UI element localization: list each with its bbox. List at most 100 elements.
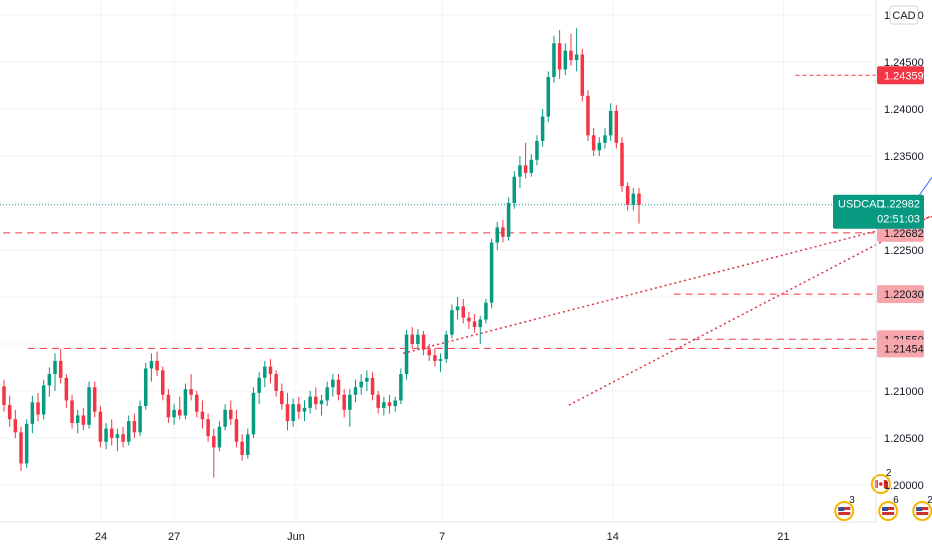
price-tick-label: 1.21000 — [884, 386, 924, 398]
candle — [297, 396, 301, 420]
candle-body — [195, 394, 199, 412]
candle-body — [149, 360, 154, 369]
candle — [143, 362, 148, 410]
candle — [552, 35, 556, 83]
event-count: 2 — [927, 495, 932, 506]
candle — [359, 374, 363, 395]
time-tick-label: Jun — [287, 531, 305, 543]
candle-body — [70, 400, 74, 423]
candle-body — [13, 419, 18, 433]
candle — [121, 426, 125, 448]
candle-body — [314, 396, 318, 405]
candle — [64, 374, 69, 408]
candle-body — [370, 377, 375, 395]
us-flag-icon[interactable]: 6 — [878, 495, 899, 521]
candle-body — [291, 404, 295, 422]
price-tick-label: 1.23500 — [884, 151, 924, 163]
us-flag-icon[interactable]: 2 — [912, 495, 932, 521]
candle — [7, 395, 12, 427]
candle-body — [206, 419, 210, 437]
candle — [399, 368, 403, 405]
candle-body — [614, 110, 619, 143]
candle-body — [461, 306, 465, 318]
level-tag-label: 1.22682 — [884, 228, 924, 240]
candle-body — [285, 404, 290, 422]
level-tag-box — [877, 285, 924, 304]
candle-body — [382, 402, 386, 408]
candle — [574, 28, 579, 72]
candle-body — [325, 387, 329, 401]
candle — [223, 404, 227, 431]
level-tag-label: 1.22030 — [884, 289, 924, 301]
candle-body — [348, 394, 352, 410]
axes — [0, 0, 877, 523]
candle — [353, 379, 358, 403]
trend-line[interactable] — [568, 179, 932, 406]
economic-events[interactable]: 23628 — [834, 468, 932, 521]
candle-body — [183, 389, 188, 416]
candle — [268, 359, 273, 384]
symbol-label: USDCAD — [838, 199, 885, 211]
candle-body — [257, 377, 261, 393]
candle — [126, 415, 131, 446]
candle — [178, 396, 182, 420]
currency-label-text: CAD — [892, 10, 915, 22]
candle — [603, 127, 607, 149]
candle-body — [19, 432, 23, 464]
candle — [246, 428, 250, 459]
candle — [546, 71, 551, 123]
candle-body — [569, 50, 573, 61]
candle — [285, 392, 290, 431]
candle — [637, 187, 641, 224]
candle-body — [450, 310, 454, 335]
us-flag-icon[interactable]: 3 — [834, 495, 855, 521]
candle — [314, 387, 318, 410]
event-count: 2 — [886, 468, 892, 479]
candle — [348, 389, 352, 427]
candle — [608, 103, 613, 141]
candle-body — [535, 140, 539, 160]
price-tags: 1.243591.226821.220301.215501.21454USDCA… — [833, 66, 924, 358]
time-tick-label: 14 — [607, 531, 619, 543]
candle — [291, 398, 295, 427]
candle — [280, 383, 284, 410]
candle — [393, 396, 397, 412]
candle-body — [166, 394, 171, 418]
candle — [24, 419, 29, 469]
candle-body — [138, 406, 142, 433]
candle — [586, 90, 590, 141]
candle — [597, 137, 602, 156]
candle — [427, 344, 431, 361]
candle-body — [365, 377, 369, 382]
candle-body — [126, 421, 131, 442]
currency-label[interactable]: CAD — [889, 5, 919, 25]
candle — [569, 33, 573, 66]
candle — [166, 389, 171, 423]
candle-body — [24, 423, 29, 464]
candle-body — [410, 334, 414, 344]
candle — [229, 400, 233, 425]
candle — [461, 298, 465, 324]
candle — [563, 43, 568, 76]
candle-body — [155, 360, 159, 371]
candle-body — [172, 409, 176, 418]
candle-body — [501, 227, 505, 237]
candle — [206, 413, 210, 442]
candle-body — [495, 227, 500, 243]
candle-body — [274, 374, 278, 391]
candle — [160, 366, 165, 401]
candle — [518, 156, 522, 188]
candle-body — [580, 54, 585, 96]
candle-body — [132, 421, 137, 433]
candle-body — [263, 366, 267, 378]
level-lines[interactable] — [0, 74, 876, 349]
candle-body — [359, 381, 363, 388]
candle — [92, 381, 97, 418]
candle — [450, 304, 454, 339]
candle — [149, 353, 154, 382]
candle-body — [416, 334, 420, 344]
candle-body — [7, 405, 12, 420]
candle — [75, 409, 80, 434]
